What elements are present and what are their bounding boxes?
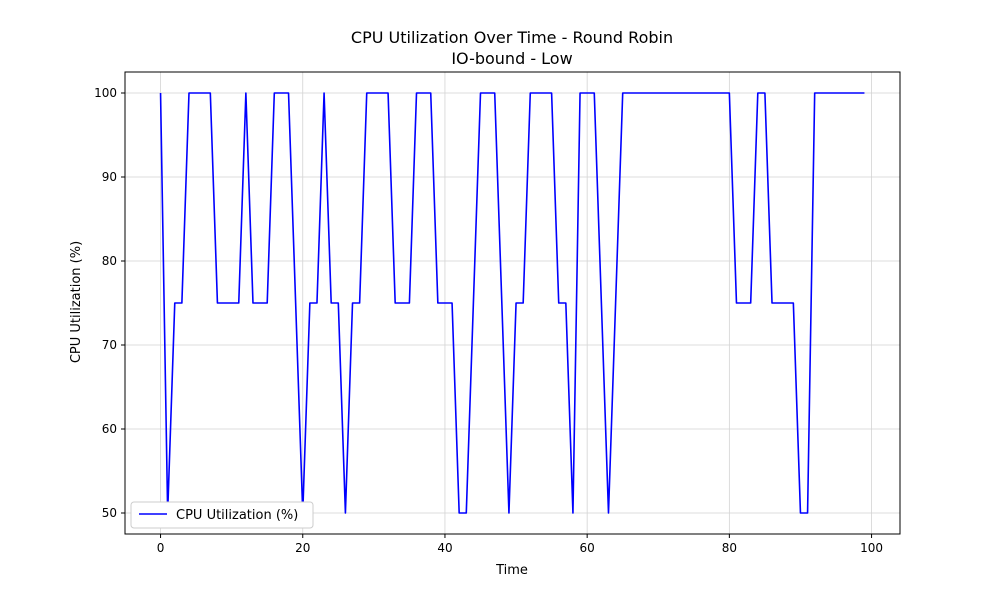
x-tick-label: 20 xyxy=(295,541,310,555)
y-tick-label: 90 xyxy=(102,170,117,184)
y-tick-label: 50 xyxy=(102,506,117,520)
data-layer xyxy=(159,92,865,514)
chart-title: CPU Utilization Over Time - Round Robin xyxy=(351,28,673,47)
y-tick-label: 100 xyxy=(94,86,117,100)
legend: CPU Utilization (%) xyxy=(130,501,314,529)
chart-subtitle: IO-bound - Low xyxy=(451,49,572,68)
y-tick-label: 60 xyxy=(102,422,117,436)
series-line-cpu-utilization xyxy=(159,92,865,514)
x-tick-label: 40 xyxy=(437,541,452,555)
axis-ticks: 0 20 40 60 80 100 50 60 70 80 90 100 xyxy=(94,86,883,555)
x-axis-label: Time xyxy=(495,563,528,578)
legend-box xyxy=(130,501,314,529)
y-tick-label: 80 xyxy=(102,254,117,268)
x-tick-label: 0 xyxy=(157,541,165,555)
x-tick-label: 100 xyxy=(860,541,883,555)
legend-entry-label: CPU Utilization (%) xyxy=(176,508,298,523)
y-tick-label: 70 xyxy=(102,338,117,352)
x-tick-label: 60 xyxy=(580,541,595,555)
y-axis-label: CPU Utilization (%) xyxy=(69,241,84,363)
plot-frame xyxy=(124,71,901,535)
x-tick-label: 80 xyxy=(722,541,737,555)
